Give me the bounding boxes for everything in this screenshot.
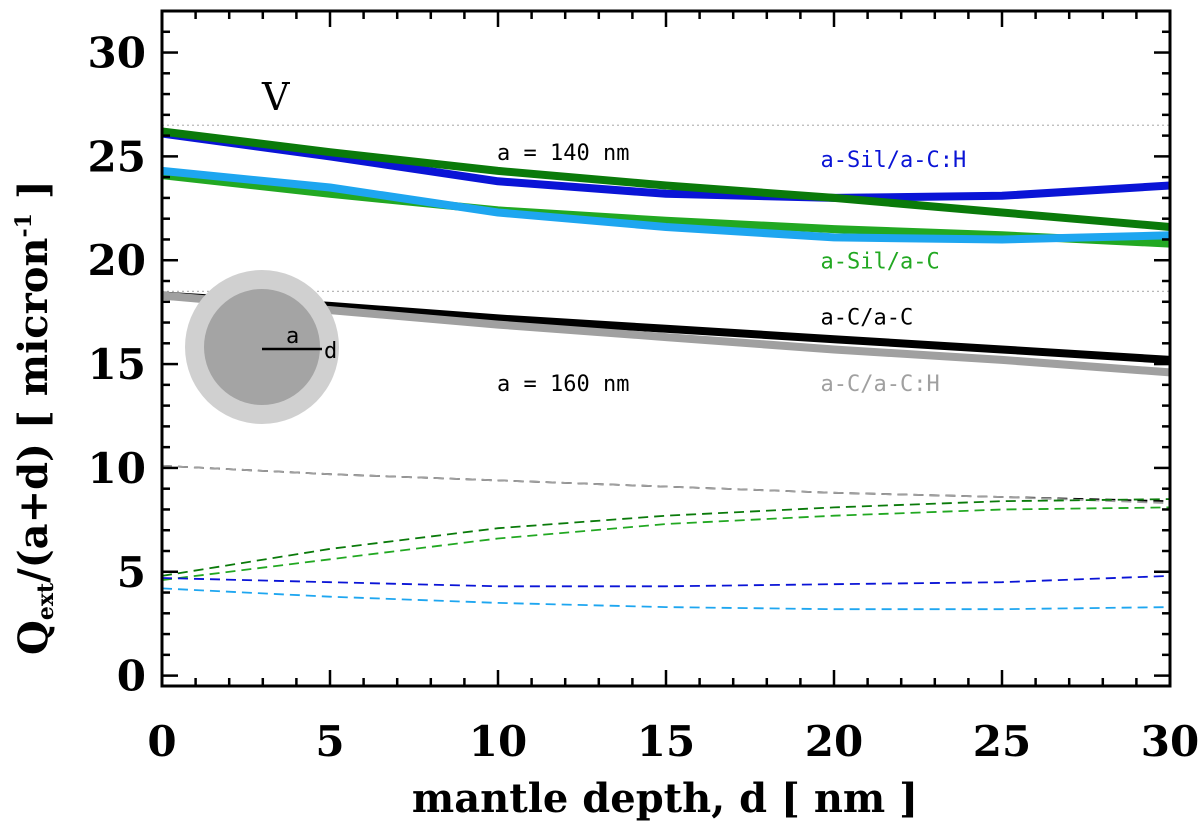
y-axis-title-exp: -1 — [11, 213, 37, 237]
series-labels: a-Sil/a-C:H a-Sil/a-C a-C/a-C a-C/a-C:H — [821, 148, 967, 397]
x-tick-label: 5 — [315, 717, 344, 766]
series-line-3 — [161, 166, 1171, 244]
grain-mantle-label: d — [324, 339, 337, 364]
grain-core-circle — [204, 289, 320, 405]
x-tick-label: 0 — [147, 717, 176, 766]
series-line-5 — [161, 291, 1171, 377]
x-tick-label: 30 — [1141, 717, 1199, 766]
series-line-10 — [161, 575, 1171, 588]
series-line-0 — [161, 129, 1171, 202]
y-axis-title-close: ] — [10, 180, 57, 213]
y-axis-title-mid: /(a+d) [ micron — [10, 238, 57, 583]
series-label-2: a-C/a-C — [821, 306, 914, 331]
y-axis-title-q: Q — [10, 620, 57, 655]
x-tick-label: 20 — [805, 717, 863, 766]
y-axis-title-ext: ext — [33, 582, 59, 620]
y-tick-label: 15 — [88, 340, 146, 389]
x-axis-title: mantle depth, d [ nm ] — [412, 775, 918, 822]
y-tick-label: 25 — [88, 132, 146, 181]
y-tick-label: 20 — [88, 236, 146, 285]
series-line-1 — [161, 127, 1171, 231]
series-line-7 — [161, 464, 1171, 505]
series-label-3: a-C/a-C:H — [821, 372, 940, 397]
series-line-11 — [161, 587, 1171, 611]
y-tick-label: 30 — [88, 29, 146, 78]
x-tick-label: 15 — [637, 717, 695, 766]
series-label-0: a-Sil/a-C:H — [821, 148, 967, 173]
plot-frame — [160, 9, 1172, 688]
y-tick-label: 5 — [117, 548, 146, 597]
series-line-2 — [161, 171, 1171, 248]
series-line-9 — [161, 506, 1171, 581]
x-tick-label: 25 — [973, 717, 1031, 766]
band-label: V — [261, 75, 290, 119]
grain-core-label: a — [286, 324, 299, 349]
series-label-1: a-Sil/a-C — [821, 250, 940, 275]
lower-size-annotation: a = 160 nm — [497, 372, 629, 397]
reference-lines — [162, 124, 1170, 292]
y-tick-label: 10 — [88, 444, 146, 493]
series-line-4 — [161, 291, 1171, 364]
y-tick-label: 0 — [117, 652, 146, 701]
upper-size-annotation: a = 140 nm — [497, 141, 629, 166]
x-tick-label: 10 — [469, 717, 527, 766]
grain-schematic: a d — [185, 270, 339, 424]
series-layer — [161, 127, 1171, 611]
y-axis-title: Qext/(a+d) [ micron-1 ] — [10, 180, 59, 655]
